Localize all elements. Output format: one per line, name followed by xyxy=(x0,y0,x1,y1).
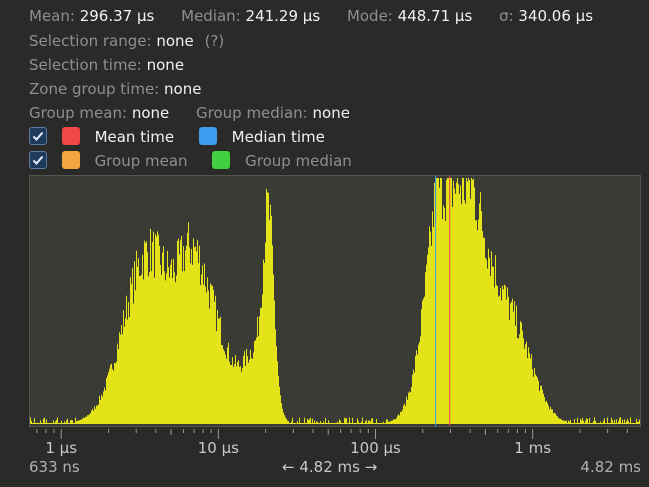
sigma-value: 340.06 μs xyxy=(518,7,594,25)
group-mean-legend-label: Group mean xyxy=(94,152,188,170)
arrow-right-icon: → xyxy=(364,458,378,476)
axis-range-indicator: ← 4.82 ms → xyxy=(282,458,377,476)
legend-row-time: Mean time Median time xyxy=(29,126,325,148)
arrow-left-icon: ← xyxy=(282,458,295,476)
selection-time-row: Selection time: none xyxy=(29,54,184,76)
selection-time-value: none xyxy=(146,56,185,74)
time-axis: 1 μs 10 μs 100 μs 1 ms xyxy=(29,427,641,487)
median-time-legend-label: Median time xyxy=(231,128,325,146)
mode-value: 448.71 μs xyxy=(397,7,473,25)
selection-range-row: Selection range: none (?) xyxy=(29,30,224,52)
axis-ticks xyxy=(36,429,628,439)
group-mean-label: Group mean: xyxy=(29,104,128,122)
group-median-value: none xyxy=(312,104,350,122)
median-label: Median: xyxy=(181,7,241,25)
selection-time-label: Selection time: xyxy=(29,56,142,74)
tick-label: 10 μs xyxy=(197,439,239,457)
axis-min-label: 633 ns xyxy=(29,458,80,476)
show-group-markers-checkbox[interactable] xyxy=(29,151,47,169)
tick-label: 1 ms xyxy=(514,439,552,457)
histogram-bars xyxy=(30,178,640,424)
selection-range-label: Selection range: xyxy=(29,32,152,50)
mean-value: 296.37 μs xyxy=(79,7,155,25)
legend-row-group: Group mean Group median xyxy=(29,150,352,172)
mean-time-swatch xyxy=(61,127,80,145)
mode-label: Mode: xyxy=(346,7,393,25)
tick-label: 100 μs xyxy=(350,439,401,457)
tick-label: 1 μs xyxy=(45,439,78,457)
group-median-legend-label: Group median xyxy=(245,152,352,170)
histogram-svg xyxy=(30,176,640,426)
checkmark-icon xyxy=(32,131,44,141)
histogram-plot[interactable] xyxy=(29,175,641,427)
zone-group-time-label: Zone group time: xyxy=(29,80,160,98)
help-marker[interactable]: (?) xyxy=(204,32,225,50)
sigma-label: σ: xyxy=(499,7,514,25)
group-median-label: Group median: xyxy=(196,104,308,122)
median-time-swatch xyxy=(198,127,217,145)
checkmark-icon xyxy=(32,155,44,165)
stats-row: Mean: 296.37 μs Median: 241.29 μs Mode: … xyxy=(29,5,593,27)
group-stats-row: Group mean: none Group median: none xyxy=(29,102,350,124)
group-median-swatch xyxy=(212,151,231,169)
median-value: 241.29 μs xyxy=(245,7,321,25)
show-time-markers-checkbox[interactable] xyxy=(29,127,47,145)
zone-group-time-row: Zone group time: none xyxy=(29,78,201,100)
axis-range-label: 4.82 ms xyxy=(299,458,360,476)
mean-time-legend-label: Mean time xyxy=(94,128,175,146)
group-mean-value: none xyxy=(131,104,170,122)
selection-range-value: none xyxy=(156,32,194,50)
axis-max-label: 4.82 ms xyxy=(580,458,641,476)
group-mean-swatch xyxy=(61,151,80,169)
zone-group-time-value: none xyxy=(164,80,202,98)
mean-label: Mean: xyxy=(29,7,75,25)
